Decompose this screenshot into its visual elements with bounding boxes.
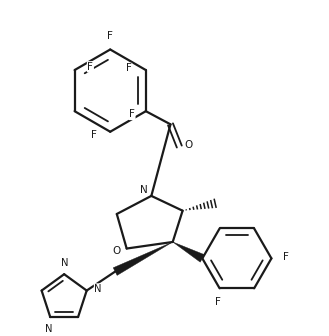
Text: F: F [91, 130, 97, 140]
Text: F: F [88, 62, 93, 72]
Text: F: F [129, 110, 135, 120]
Text: F: F [215, 297, 221, 307]
Polygon shape [113, 242, 173, 276]
Text: N: N [61, 258, 68, 268]
Text: O: O [113, 246, 121, 256]
Text: O: O [184, 140, 193, 150]
Text: N: N [140, 185, 148, 195]
Text: F: F [107, 31, 113, 41]
Polygon shape [173, 242, 204, 262]
Text: F: F [126, 64, 132, 73]
Text: N: N [45, 324, 52, 334]
Text: N: N [94, 284, 102, 294]
Text: F: F [283, 252, 289, 262]
